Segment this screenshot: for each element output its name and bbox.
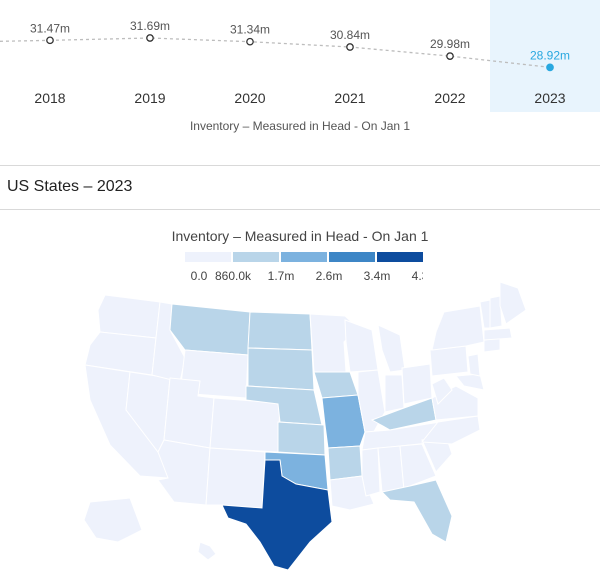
state-az[interactable] [157, 439, 211, 506]
state-ga[interactable] [399, 443, 437, 491]
state-me[interactable] [499, 281, 527, 325]
state-nh[interactable] [489, 295, 503, 329]
us-states-map [83, 281, 527, 571]
legend-tick-4: 3.4m [364, 269, 391, 283]
legend-swatch-4 [377, 252, 423, 262]
section-divider-bottom [0, 209, 600, 210]
section-title: US States – 2023 [7, 178, 133, 195]
state-la[interactable] [329, 475, 375, 511]
year-label-2019[interactable]: 2019 [134, 90, 166, 106]
trend-line-chart: 31.47m 31.69m 31.34m 30.84m 29.98m 28.92m [0, 19, 570, 72]
state-pa[interactable] [429, 345, 469, 377]
legend-tick-3: 2.6m [316, 269, 343, 283]
legend-tick-5: 4.3m [412, 269, 423, 283]
legend-title: Inventory – Measured in Head - On Jan 1 [171, 228, 429, 244]
selected-year-highlight [490, 0, 600, 112]
state-in[interactable] [384, 374, 405, 413]
trend-value-label-2020: 31.34m [230, 23, 270, 37]
trend-value-label-2023: 28.92m [530, 48, 570, 62]
state-ar[interactable] [327, 445, 363, 481]
state-mt[interactable] [169, 303, 251, 356]
trend-value-label-2021: 30.84m [330, 28, 370, 42]
trend-point-2020[interactable] [246, 37, 254, 46]
state-oh[interactable] [401, 363, 433, 405]
state-sd[interactable] [247, 347, 315, 391]
trend-point-2018[interactable] [46, 36, 54, 45]
state-ia[interactable] [313, 371, 359, 399]
legend-swatch-3 [329, 252, 375, 262]
legend-tick-2: 1.7m [268, 269, 295, 283]
state-mo[interactable] [321, 394, 366, 449]
trend-value-label-2019: 31.69m [130, 19, 170, 33]
state-al[interactable] [377, 445, 405, 493]
state-nd[interactable] [247, 311, 313, 351]
trend-value-label-2018: 31.47m [30, 21, 70, 35]
state-ma[interactable] [483, 327, 513, 341]
color-legend: 0.0 860.0k 1.7m 2.6m 3.4m 4.3m [185, 252, 423, 283]
legend-swatch-0 [185, 252, 231, 262]
section-divider-top [0, 165, 600, 166]
state-wv[interactable] [431, 377, 453, 405]
legend-swatch-1 [233, 252, 279, 262]
state-wa[interactable] [97, 294, 161, 339]
trend-point-2021[interactable] [346, 43, 354, 51]
year-label-2018[interactable]: 2018 [34, 90, 66, 106]
year-label-2022[interactable]: 2022 [434, 90, 466, 106]
state-wi[interactable] [344, 319, 379, 373]
state-nm[interactable] [205, 447, 266, 509]
year-label-2023[interactable]: 2023 [534, 90, 566, 106]
state-co[interactable] [209, 397, 281, 453]
year-label-2021[interactable]: 2021 [334, 90, 366, 106]
trend-value-label-2022: 29.98m [430, 37, 470, 51]
trend-point-2022[interactable] [446, 52, 454, 60]
state-mi[interactable] [377, 324, 406, 373]
trend-line [49, 37, 551, 69]
state-ny[interactable] [431, 305, 485, 351]
state-ak[interactable] [83, 497, 143, 543]
trend-chart: 31.47m 31.69m 31.34m 30.84m 29.98m 28.92m 201… [0, 0, 600, 165]
legend-tick-0: 0.0 [191, 269, 208, 283]
year-label-2020[interactable]: 2020 [234, 90, 266, 106]
state-ks[interactable] [277, 421, 326, 456]
legend-swatch-2 [281, 252, 327, 262]
trend-caption: Inventory – Measured in Head - On Jan 1 [189, 119, 411, 133]
trend-point-2023[interactable] [546, 63, 554, 72]
trend-point-2019[interactable] [146, 34, 154, 42]
state-ms[interactable] [361, 447, 381, 497]
state-hi[interactable] [197, 541, 217, 561]
state-nj[interactable] [467, 353, 481, 377]
trend-line-leadin [0, 39, 51, 42]
state-fl[interactable] [380, 479, 453, 543]
legend-tick-1: 860.0k [215, 269, 252, 283]
state-tx[interactable] [221, 459, 333, 571]
